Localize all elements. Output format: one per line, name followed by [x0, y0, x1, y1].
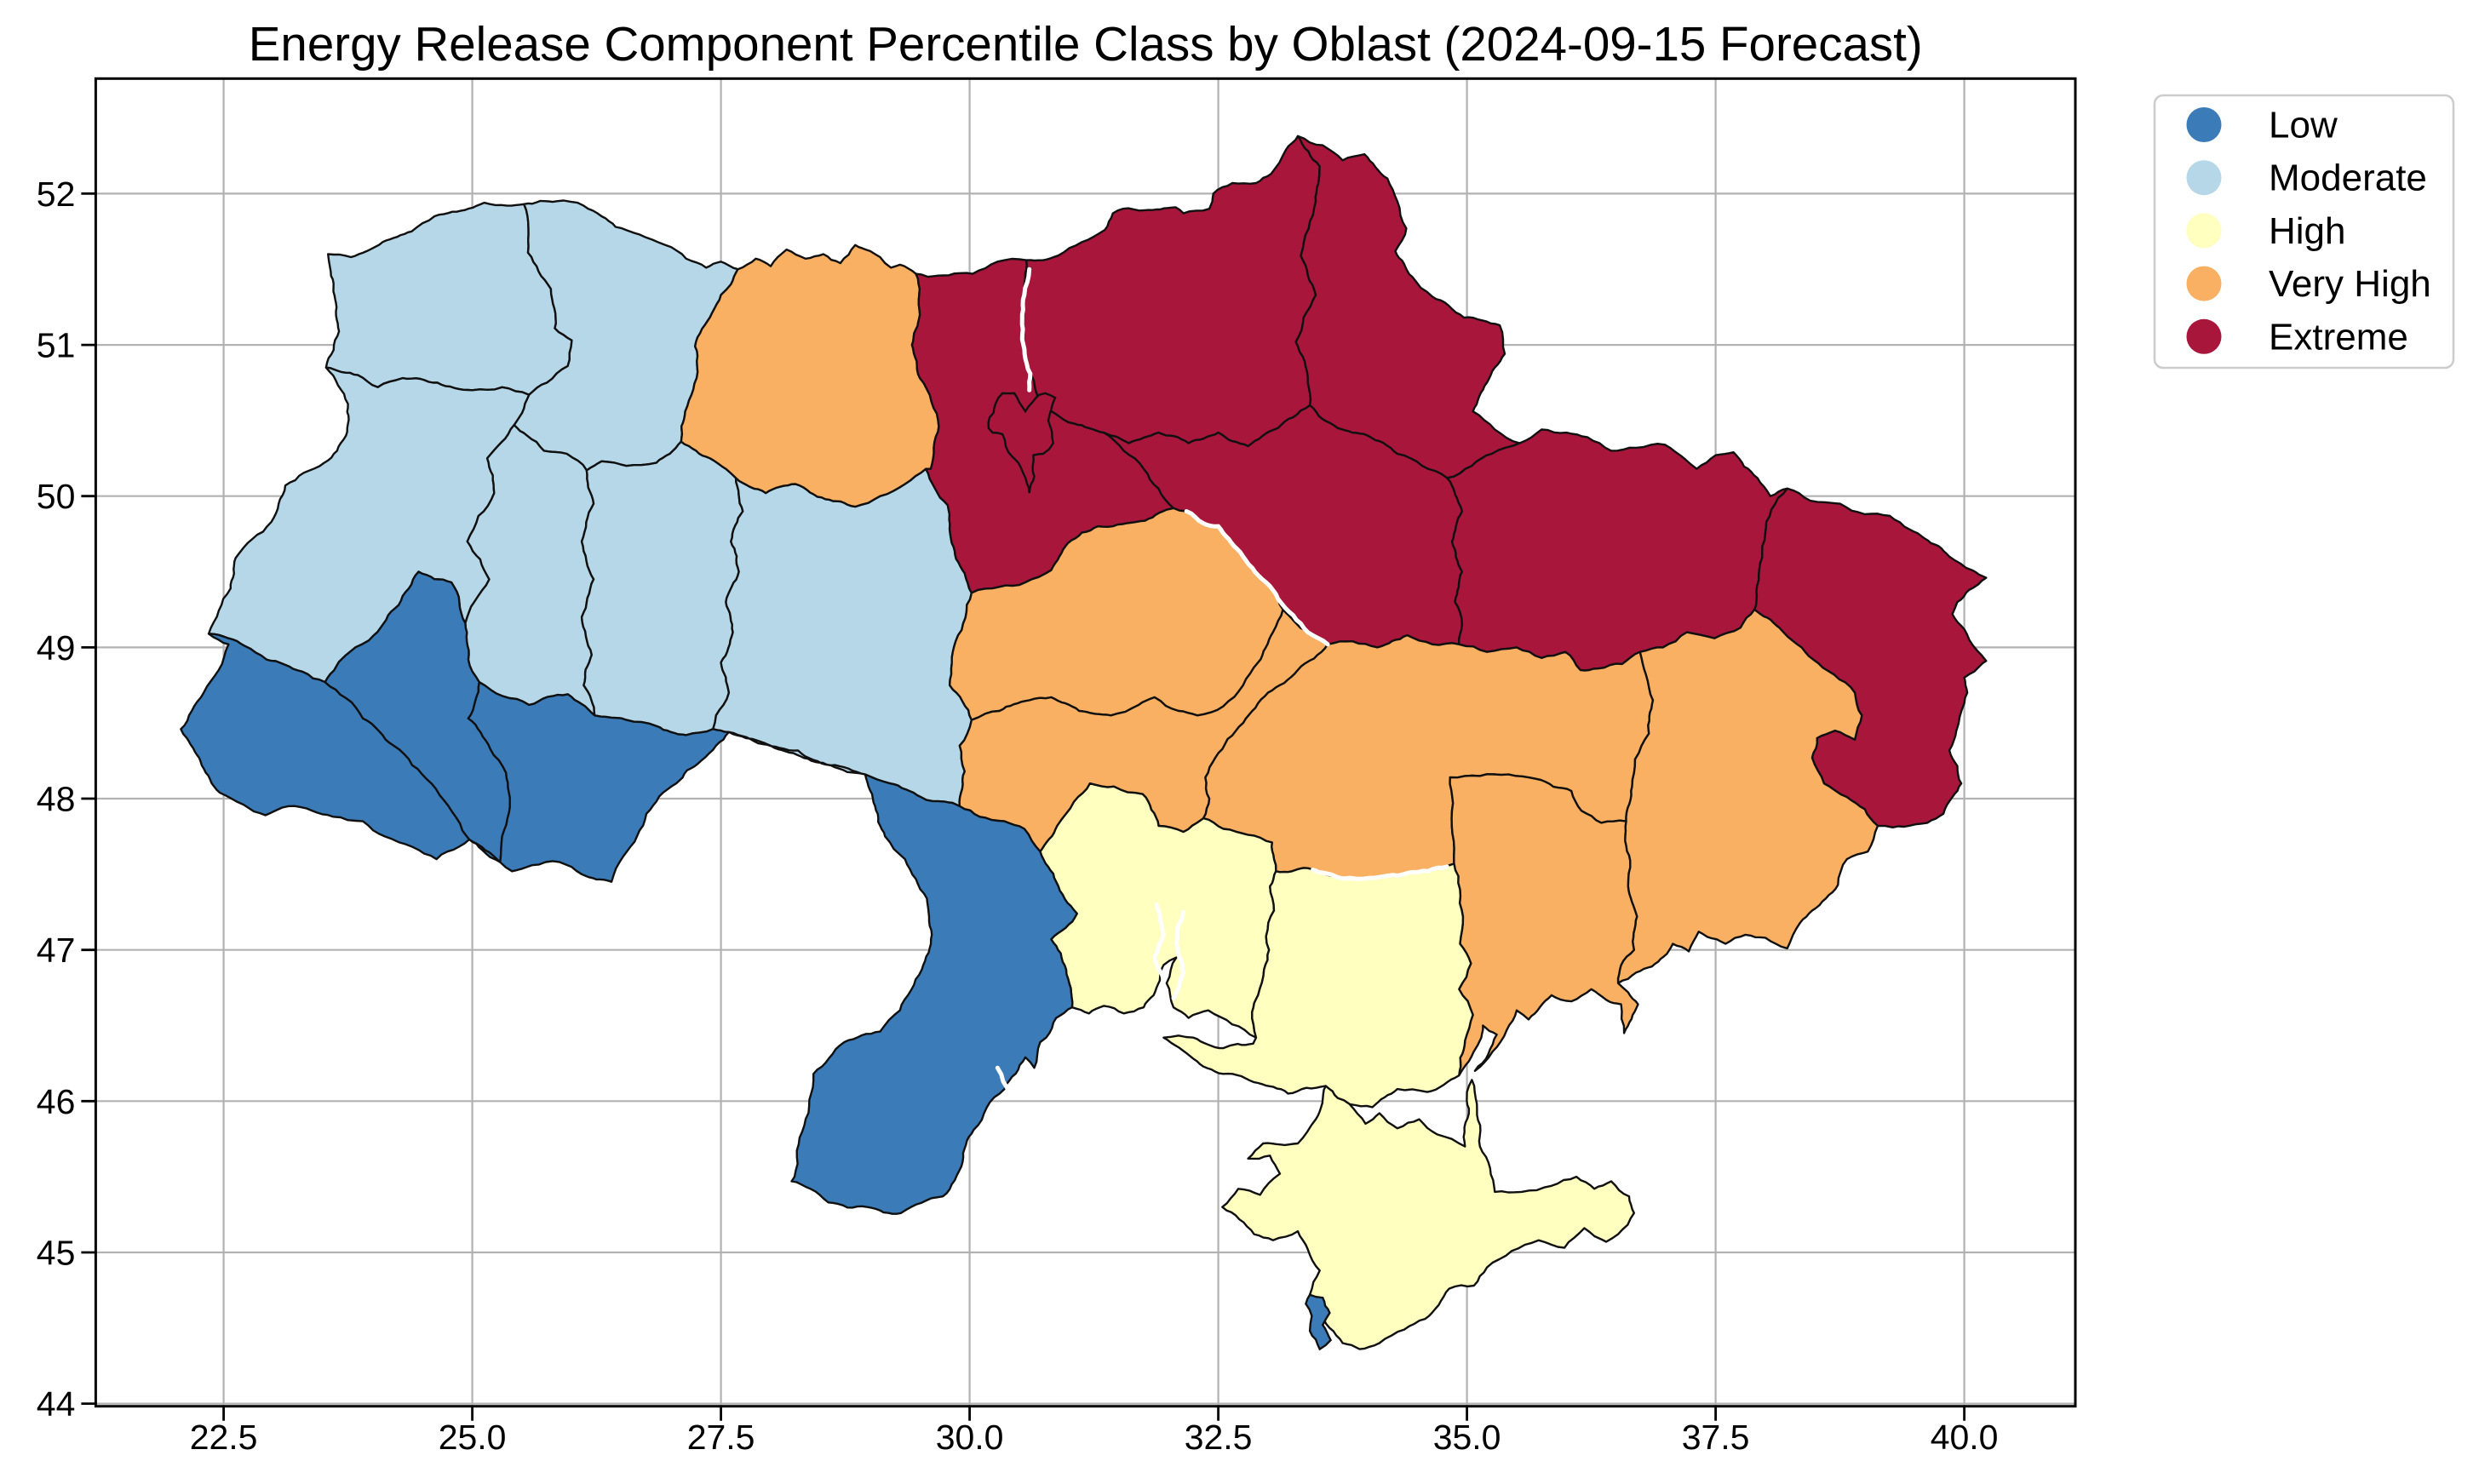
svg-text:Extreme: Extreme: [2269, 316, 2408, 358]
svg-text:46: 46: [37, 1082, 76, 1121]
svg-text:25.0: 25.0: [439, 1418, 507, 1457]
svg-text:Energy Release Component Perce: Energy Release Component Percentile Clas…: [249, 17, 1923, 71]
svg-text:High: High: [2269, 210, 2346, 252]
svg-text:51: 51: [37, 326, 76, 365]
svg-text:30.0: 30.0: [936, 1418, 1004, 1457]
svg-text:Very High: Very High: [2269, 263, 2431, 305]
svg-text:Moderate: Moderate: [2269, 158, 2427, 199]
svg-text:27.5: 27.5: [687, 1418, 755, 1457]
svg-text:44: 44: [37, 1384, 76, 1424]
svg-text:50: 50: [37, 477, 76, 516]
svg-text:40.0: 40.0: [1931, 1418, 1999, 1457]
svg-text:37.5: 37.5: [1682, 1418, 1750, 1457]
svg-text:32.5: 32.5: [1185, 1418, 1253, 1457]
svg-text:47: 47: [37, 931, 76, 970]
svg-text:45: 45: [37, 1234, 76, 1273]
svg-text:48: 48: [37, 780, 76, 819]
svg-text:35.0: 35.0: [1433, 1418, 1501, 1457]
svg-text:49: 49: [37, 628, 76, 668]
svg-text:52: 52: [37, 175, 76, 214]
svg-text:22.5: 22.5: [190, 1418, 258, 1457]
svg-text:Low: Low: [2269, 105, 2338, 146]
